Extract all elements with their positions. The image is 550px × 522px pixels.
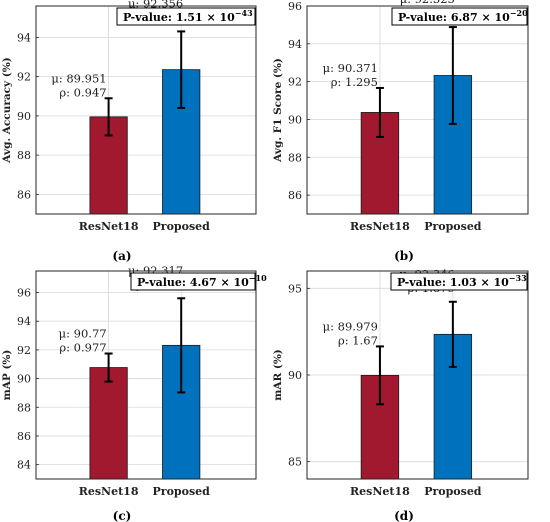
x-tick-label: ResNet18 (79, 485, 139, 498)
y-tick-label: 92 (17, 344, 31, 357)
panel-label: (a) (112, 249, 131, 263)
plot-area (36, 6, 256, 214)
y-tick-label: 95 (288, 282, 302, 295)
axes-frame (306, 5, 529, 215)
y-tick-label: 96 (17, 287, 31, 300)
plot-area (36, 271, 256, 479)
y-tick-label: 90 (288, 113, 302, 126)
axes-frame (35, 5, 257, 215)
axes-frame (35, 270, 257, 480)
y-tick-label: 96 (288, 0, 302, 13)
y-tick-label: 94 (288, 38, 302, 51)
panel-label: (b) (394, 249, 414, 263)
rho-annotation: ρ: 0.977 (59, 341, 106, 355)
pvalue-label: P-value: 6.87 × 10−20 (398, 8, 528, 24)
rho-annotation: ρ: 1.295 (331, 75, 378, 89)
axes-frame (306, 270, 529, 480)
rho-annotation: ρ: 1.67 (338, 333, 378, 347)
y-tick-label: 84 (17, 459, 31, 472)
x-tick-label: ResNet18 (350, 485, 410, 498)
y-tick-label: 86 (17, 430, 31, 443)
y-tick-label: 92 (288, 76, 302, 89)
mean-annotation: μ: 89.951 (51, 71, 106, 85)
x-tick-label: Proposed (424, 485, 482, 498)
pvalue-box (130, 272, 256, 291)
y-tick-label: 92 (17, 71, 31, 84)
y-tick-label: 88 (288, 151, 302, 164)
y-tick-label: 90 (17, 110, 31, 123)
mean-annotation: μ: 90.77 (59, 327, 107, 341)
panel-label: (d) (394, 509, 414, 522)
pvalue-label: P-value: 1.51 × 10−43 (123, 8, 253, 24)
panel-label: (c) (113, 509, 132, 522)
pvalue-box (116, 7, 256, 26)
y-tick-label: 90 (17, 373, 31, 386)
x-tick-label: Proposed (153, 485, 211, 498)
pvalue-label: P-value: 1.03 × 10−33 (397, 273, 527, 289)
pvalue-box (390, 272, 528, 291)
y-tick-label: 94 (17, 315, 31, 328)
x-tick-label: ResNet18 (350, 220, 410, 233)
y-tick-label: 86 (288, 189, 302, 202)
y-tick-label: 94 (17, 31, 31, 44)
mean-annotation: μ: 90.371 (323, 61, 378, 75)
bar-resnet18 (89, 367, 128, 480)
y-axis-label: Avg. F1 Score (%) (272, 58, 284, 163)
y-tick-label: 86 (17, 188, 31, 201)
x-tick-label: Proposed (153, 220, 211, 233)
mean-annotation: μ: 89.979 (323, 319, 378, 333)
pvalue-label: P-value: 4.67 × 10−10 (137, 273, 267, 289)
y-axis-label: Avg. Accuracy (%) (1, 57, 13, 163)
y-axis-label: mAP (%) (1, 350, 13, 401)
mean-annotation: μ: 92.356 (128, 0, 183, 10)
x-tick-label: Proposed (424, 220, 482, 233)
x-tick-label: ResNet18 (79, 220, 139, 233)
y-tick-label: 90 (288, 369, 302, 382)
y-tick-label: 85 (288, 456, 302, 469)
pvalue-box (391, 7, 528, 26)
mean-annotation: μ: 92.325 (400, 0, 455, 6)
rho-annotation: ρ: 0.947 (59, 85, 106, 99)
y-axis-label: mAR (%) (272, 349, 284, 401)
y-tick-label: 88 (17, 401, 31, 414)
plot-area (307, 6, 528, 214)
y-tick-label: 88 (17, 149, 31, 162)
